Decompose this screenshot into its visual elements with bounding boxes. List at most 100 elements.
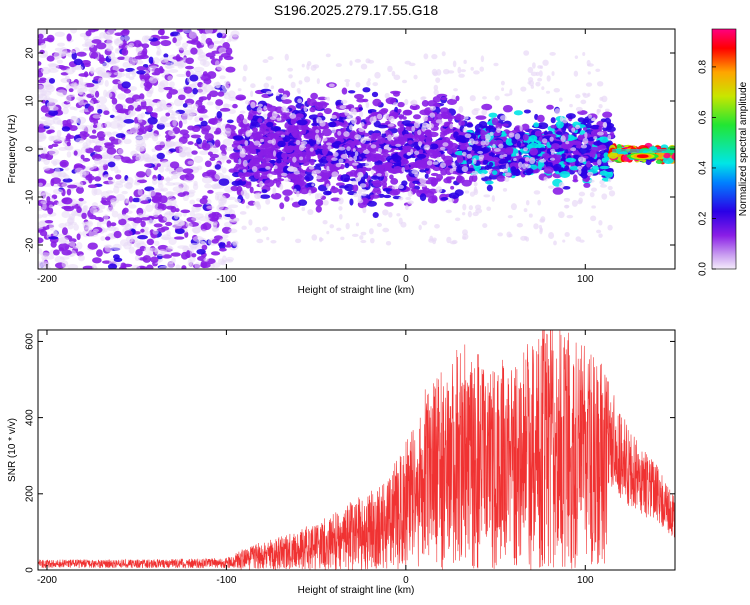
spectrogram-cell	[262, 113, 268, 119]
spectrogram-cell	[38, 182, 43, 187]
spectrogram-cell	[360, 122, 365, 127]
spectrogram-cell	[359, 111, 364, 118]
spectrogram-cell	[345, 222, 350, 230]
spectrogram-cell	[429, 105, 437, 111]
spectrogram-cell	[103, 244, 111, 249]
spectrogram-cell	[77, 124, 86, 130]
spectrogram-cell	[583, 182, 591, 188]
spectrogram-cell	[440, 162, 446, 169]
spectrogram-cell	[260, 144, 268, 149]
spectrogram-cell	[403, 109, 412, 114]
spectrogram-cell	[454, 217, 461, 222]
spectrogram-cell	[491, 170, 498, 176]
spectrogram-cell	[391, 70, 396, 77]
spectrogram-cell	[398, 114, 404, 120]
spectrogram-cell	[375, 189, 382, 195]
spectrogram-cell	[423, 53, 429, 60]
spectrogram-cell	[433, 150, 442, 157]
spectrogram-cell	[407, 190, 413, 197]
spectrogram-cell	[265, 133, 272, 137]
spectrogram-cell	[232, 103, 238, 109]
spectrogram-cell	[153, 223, 163, 228]
spectrogram-cell	[596, 229, 602, 234]
spectrogram-cell	[281, 216, 286, 221]
spectrogram-cell	[475, 115, 487, 120]
spectrogram-cell	[144, 163, 152, 168]
spectrogram-cell	[424, 129, 432, 137]
spectrogram-cell	[201, 176, 213, 184]
chart-title: S196.2025.279.17.55.G18	[274, 2, 438, 18]
spectrogram-cell	[662, 157, 674, 164]
spectrogram-cell	[348, 157, 354, 162]
spectrogram-cell	[586, 160, 591, 168]
spectrogram-cell	[307, 209, 314, 215]
spectrogram-cell	[496, 127, 501, 133]
spectrogram-cell	[243, 64, 248, 72]
spectrogram-cell	[197, 108, 208, 114]
spectrogram-cell	[404, 160, 409, 165]
spectrogram-cell	[211, 184, 218, 190]
spectrogram-cell	[280, 112, 291, 116]
spectrogram-cell	[384, 172, 389, 177]
spectrogram-cell	[326, 142, 332, 146]
spectrogram-cell	[423, 144, 431, 150]
spectrogram-cell	[238, 158, 242, 165]
spectrogram-cell	[562, 117, 569, 124]
spectrogram-cell	[325, 190, 332, 195]
spectrogram-cell	[456, 155, 464, 164]
spectrogram-cell	[71, 51, 77, 60]
spectrogram-cell	[168, 130, 175, 137]
spectrogram-cell	[218, 216, 223, 221]
spectrogram-cell	[473, 186, 478, 194]
spectrogram-cell	[351, 140, 362, 146]
spectrogram-cell	[493, 157, 500, 163]
spectrogram-cell	[125, 131, 133, 136]
spectrogram-cell	[202, 71, 208, 77]
spectrogram-cell	[351, 233, 359, 237]
spectrogram-cell	[116, 121, 126, 128]
spectrogram-cell	[469, 95, 476, 102]
spectrogram-cell	[46, 130, 52, 135]
spectrogram-cell	[144, 156, 155, 163]
spectrogram-cell	[458, 73, 465, 78]
spectrogram-cell	[201, 127, 210, 135]
spectrogram-cell	[348, 124, 354, 131]
spectrogram-cell	[328, 121, 337, 128]
spectrogram-cell	[486, 184, 493, 192]
spectrogram-cell	[372, 212, 379, 218]
spectrogram-cell	[352, 148, 356, 152]
spectrogram-cell	[62, 178, 73, 183]
spectrogram-cell	[461, 151, 467, 157]
spectrogram-cell	[354, 151, 359, 157]
spectrogram-cell	[555, 120, 564, 129]
spectrogram-cell	[405, 145, 412, 150]
spectrogram-cell	[226, 159, 232, 164]
spectrogram-cell	[43, 122, 52, 127]
spectrogram-cell	[480, 140, 486, 146]
spectrogram-cell	[366, 80, 371, 87]
spectrogram-cell	[61, 227, 68, 236]
spectrogram-cell	[365, 153, 376, 159]
spectrogram-cell	[582, 92, 587, 96]
spectrogram-cell	[158, 214, 163, 222]
spectrogram-cell	[607, 185, 613, 191]
spectrogram-cell	[299, 143, 306, 148]
spectrogram-cell	[83, 71, 89, 78]
spectrogram-cell	[553, 163, 562, 169]
spectrogram-cell	[483, 194, 491, 198]
spectrogram-cell	[118, 137, 123, 145]
spectrogram-cell	[590, 118, 596, 122]
spectrogram-cell	[185, 102, 193, 109]
spectrogram-cell	[84, 83, 95, 88]
spectrogram-cell	[66, 141, 71, 147]
spectrogram-cell	[445, 160, 453, 165]
spectrogram-cell	[578, 168, 582, 175]
spectrogram-cell	[169, 161, 180, 169]
spectrogram-cell	[38, 226, 44, 230]
spectrogram-cell	[338, 206, 343, 211]
spectrogram-cell	[72, 245, 79, 249]
spectrogram-cell	[207, 189, 214, 194]
spectrogram-cell	[279, 202, 285, 210]
spectrogram-cell	[549, 136, 554, 142]
spectrogram-cell	[150, 112, 158, 117]
